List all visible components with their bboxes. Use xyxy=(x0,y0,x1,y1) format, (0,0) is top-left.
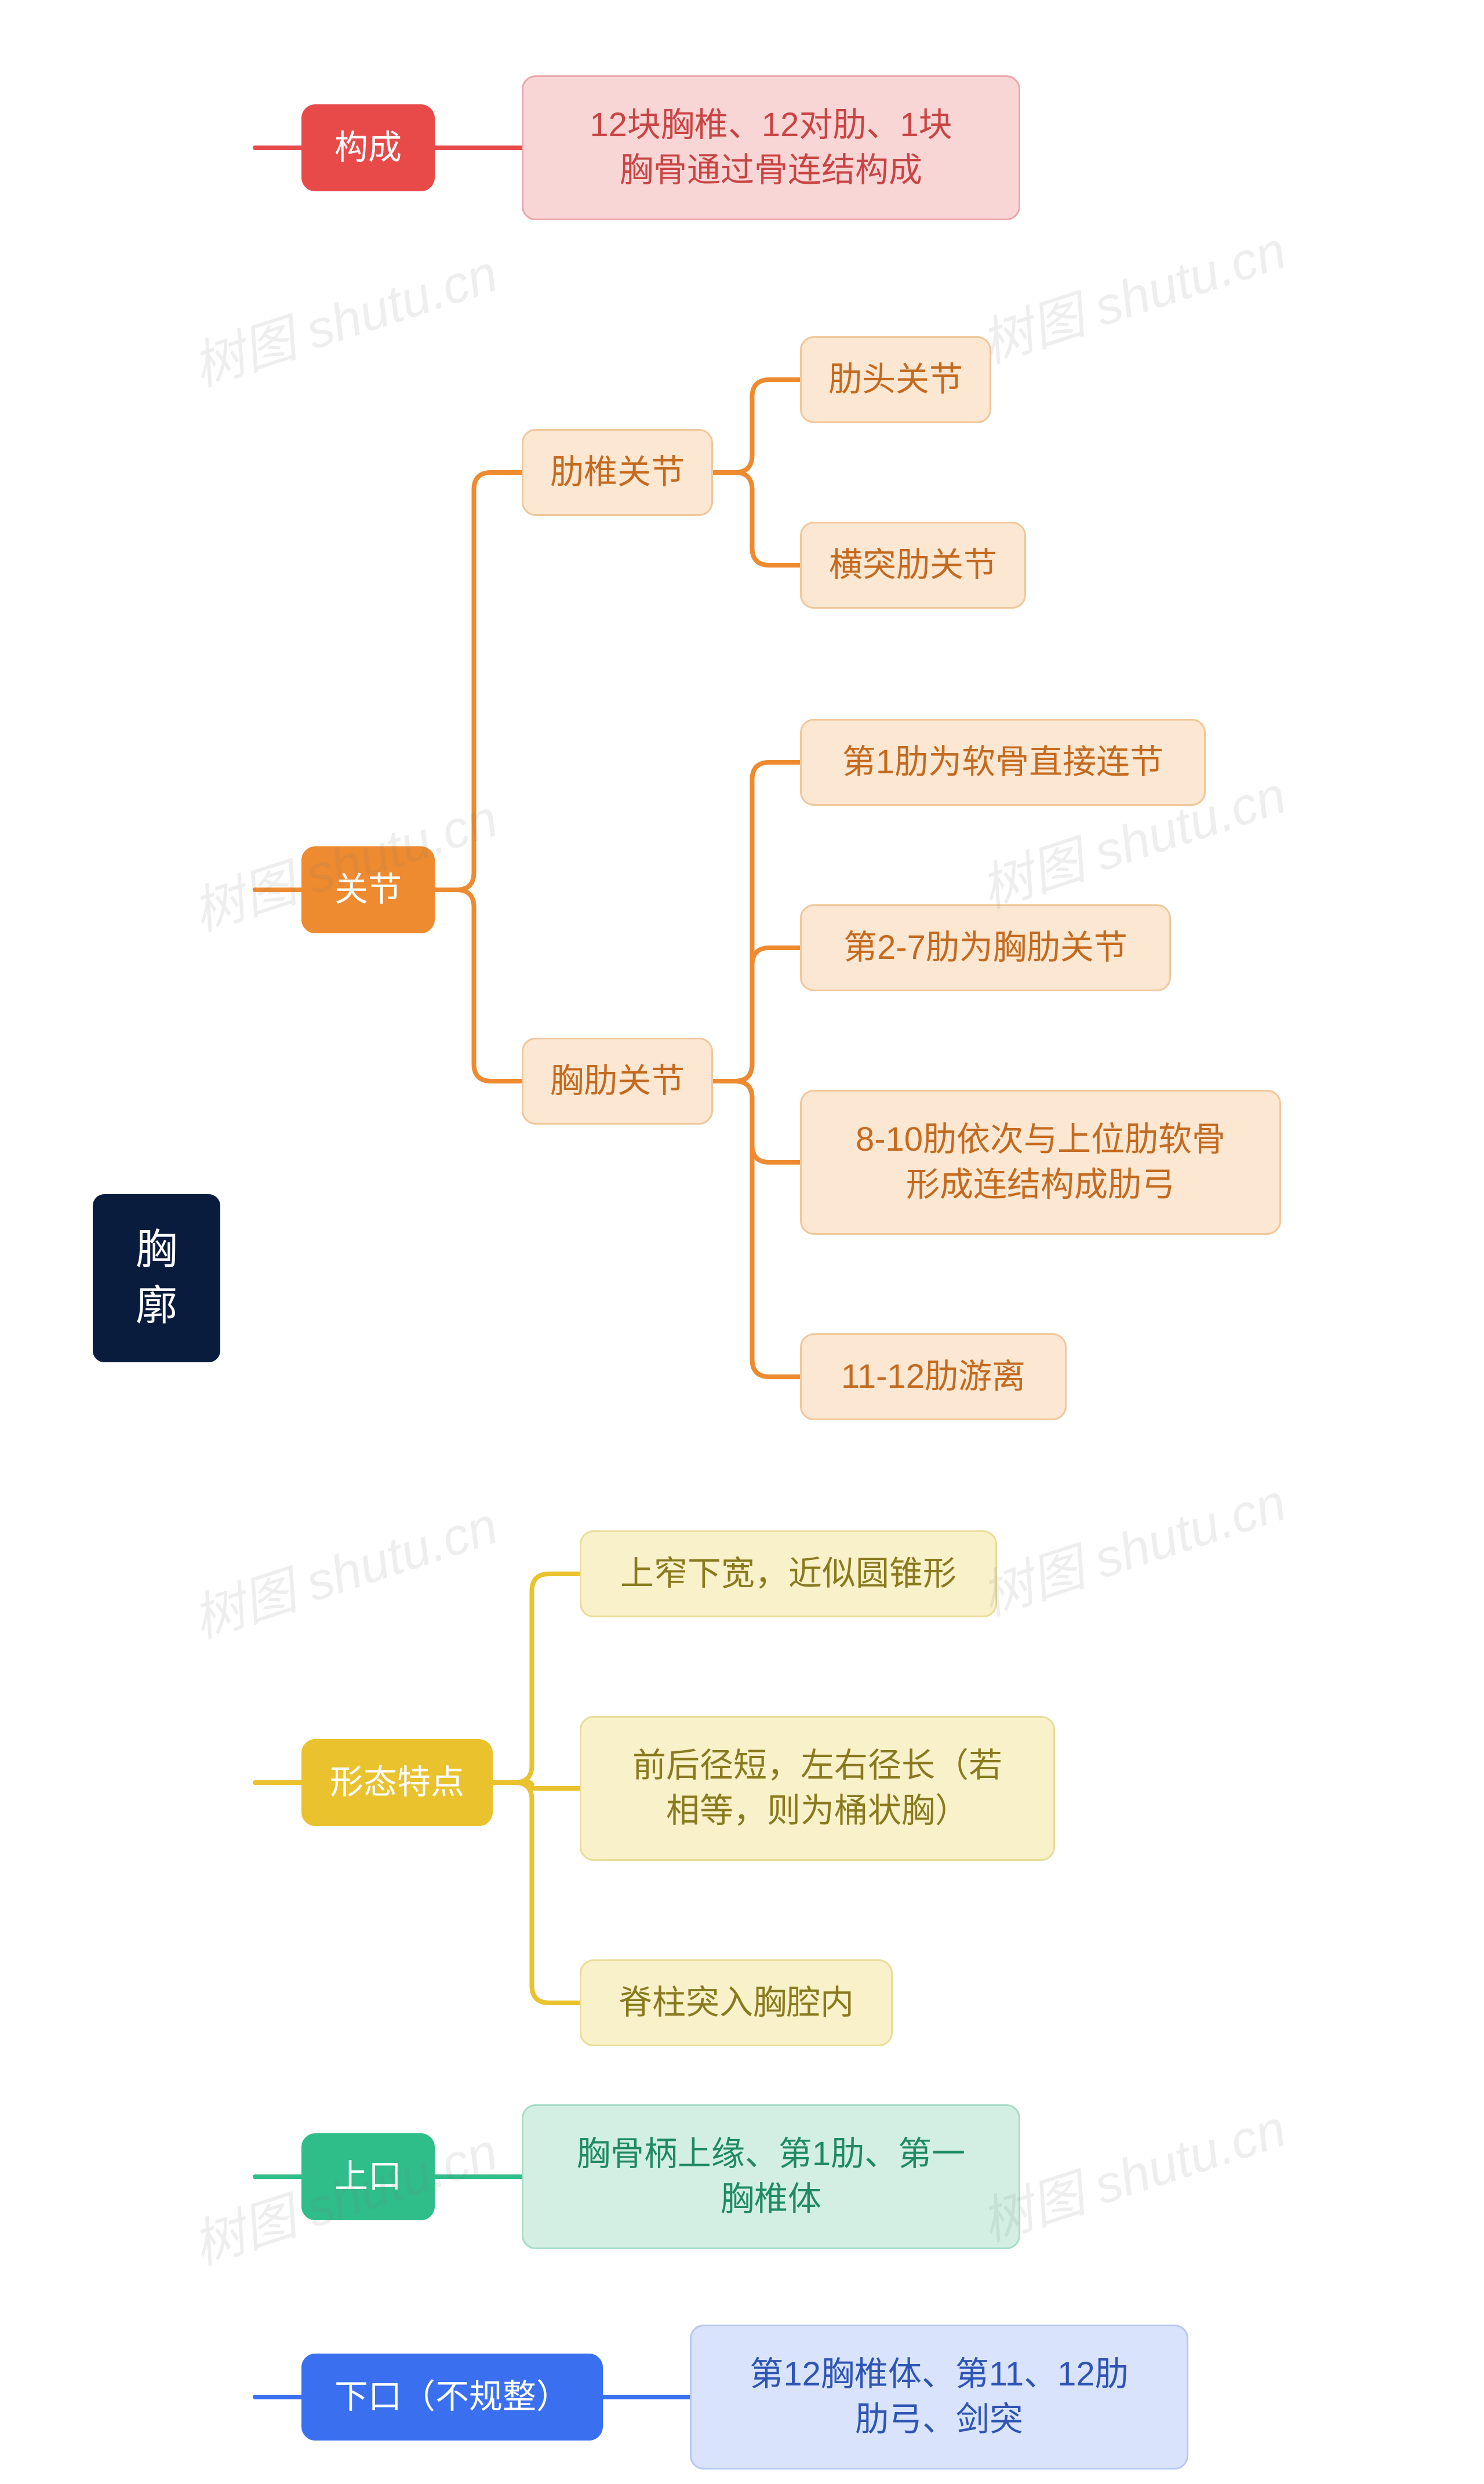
leaf-node: 第1肋为软骨直接连节 xyxy=(800,719,1206,806)
branch-node: 构成 xyxy=(301,104,435,191)
watermark: 树图 shutu.cn xyxy=(970,208,1294,377)
leaf-node: 上窄下宽，近似圆锥形 xyxy=(580,1530,997,1617)
branch-node: 上口 xyxy=(301,2133,435,2220)
subnode: 肋椎关节 xyxy=(522,429,713,516)
leaf-node: 肋头关节 xyxy=(800,336,991,423)
leaf-node: 胸骨柄上缘、第1肋、第一 胸椎体 xyxy=(522,2104,1020,2249)
watermark: 树图 shutu.cn xyxy=(181,231,505,401)
watermark: 树图 shutu.cn xyxy=(970,1460,1294,1630)
branch-node: 下口（不规整） xyxy=(301,2354,603,2441)
leaf-node: 第2-7肋为胸肋关节 xyxy=(800,904,1171,991)
mindmap-canvas: 胸廓 构成 12块胸椎、12对肋、1块 胸骨通过骨连结构成关节 肋椎关节肋头关节横突肋… xyxy=(0,0,1484,2484)
branch-node: 形态特点 xyxy=(301,1739,493,1826)
leaf-node: 12块胸椎、12对肋、1块 胸骨通过骨连结构成 xyxy=(522,75,1020,220)
leaf-node: 前后径短，左右径长（若 相等，则为桶状胸） xyxy=(580,1716,1055,1861)
leaf-node: 11-12肋游离 xyxy=(800,1333,1067,1420)
subnode: 胸肋关节 xyxy=(522,1038,713,1125)
root-node: 胸廓 xyxy=(93,1194,220,1362)
branch-node: 关节 xyxy=(301,846,435,933)
watermark: 树图 shutu.cn xyxy=(181,1483,505,1653)
leaf-node: 8-10肋依次与上位肋软骨 形成连结构成肋弓 xyxy=(800,1090,1281,1235)
leaf-node: 第12胸椎体、第11、12肋 肋弓、剑突 xyxy=(690,2325,1188,2470)
leaf-node: 横突肋关节 xyxy=(800,522,1026,609)
leaf-node: 脊柱突入胸腔内 xyxy=(580,1959,893,2046)
